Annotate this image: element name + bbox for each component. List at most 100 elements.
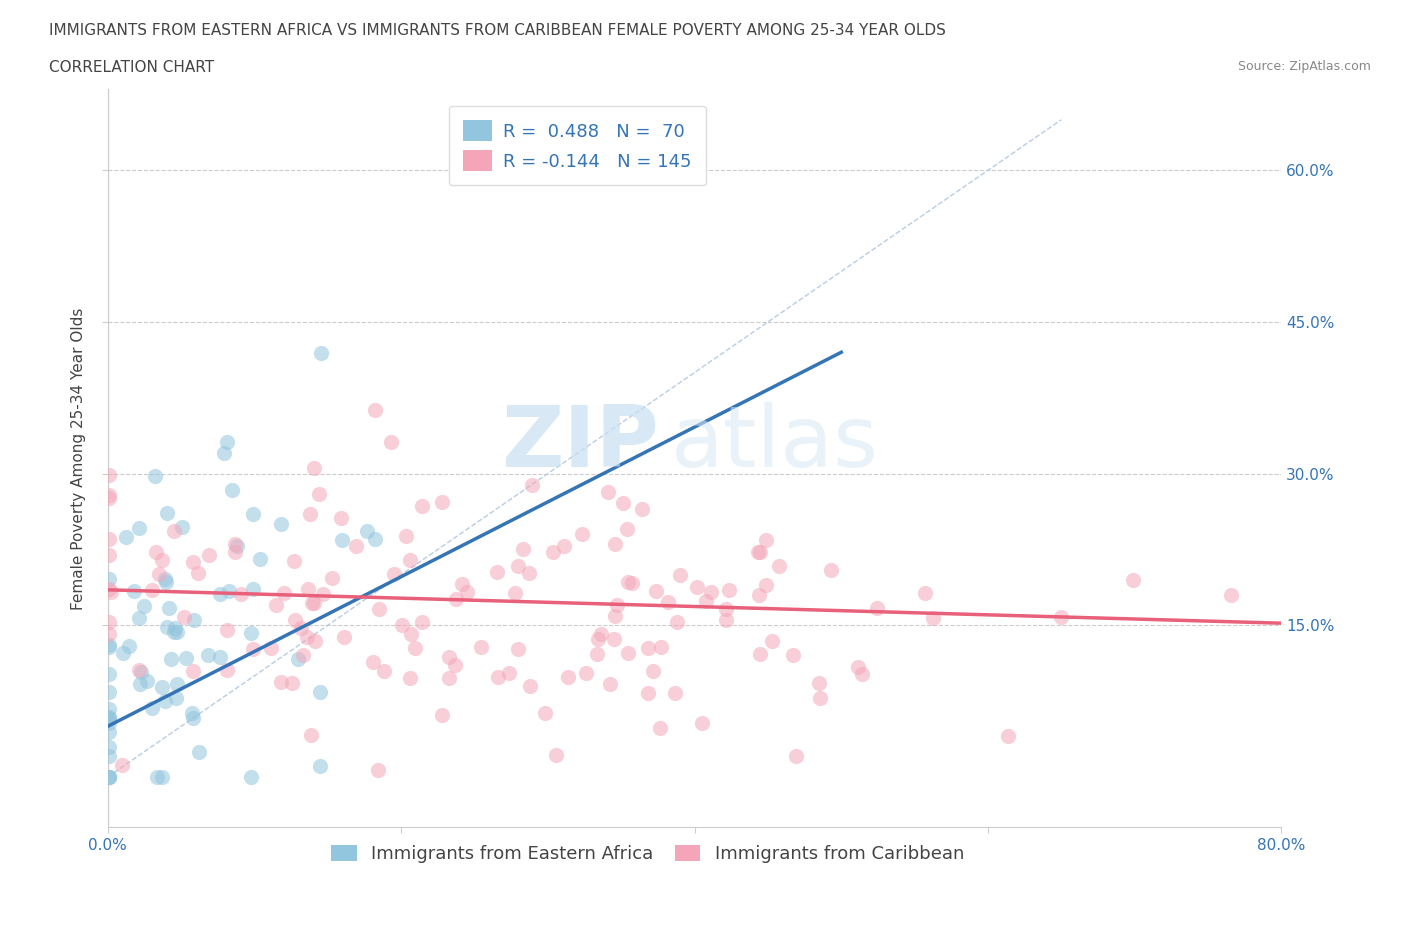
Point <box>218 583 240 598</box>
Point <box>755 533 778 548</box>
Point <box>411 615 433 630</box>
Point <box>98 711 121 726</box>
Point <box>224 544 246 559</box>
Point <box>620 576 643 591</box>
Point <box>299 727 322 742</box>
Text: Source: ZipAtlas.com: Source: ZipAtlas.com <box>1237 60 1371 73</box>
Point <box>301 595 323 610</box>
Point <box>128 663 150 678</box>
Point <box>309 759 332 774</box>
Point <box>98 571 121 586</box>
Point <box>755 578 778 592</box>
Point <box>586 647 609 662</box>
Point <box>98 769 121 784</box>
Point <box>373 663 395 678</box>
Point <box>616 522 638 537</box>
Point <box>173 609 195 624</box>
Text: IMMIGRANTS FROM EASTERN AFRICA VS IMMIGRANTS FROM CARIBBEAN FEMALE POVERTY AMONG: IMMIGRANTS FROM EASTERN AFRICA VS IMMIGR… <box>49 23 946 38</box>
Point <box>150 552 173 567</box>
Point <box>866 601 889 616</box>
Point <box>749 544 772 559</box>
Point <box>136 674 159 689</box>
Point <box>150 680 173 695</box>
Point <box>162 625 184 640</box>
Point <box>98 769 121 784</box>
Point <box>146 769 169 784</box>
Point <box>364 531 387 546</box>
Point <box>100 585 122 600</box>
Point <box>657 595 679 610</box>
Point <box>380 434 402 449</box>
Point <box>302 595 325 610</box>
Point <box>616 574 638 589</box>
Point <box>603 608 626 623</box>
Point <box>132 599 155 614</box>
Point <box>98 666 121 681</box>
Point <box>215 622 238 637</box>
Point <box>98 581 121 596</box>
Point <box>312 587 335 602</box>
Point <box>166 625 188 640</box>
Point <box>181 555 204 570</box>
Point <box>430 707 453 722</box>
Point <box>503 585 526 600</box>
Point <box>221 483 243 498</box>
Point <box>714 602 737 617</box>
Point <box>690 715 713 730</box>
Point <box>240 625 263 640</box>
Point <box>129 676 152 691</box>
Point <box>368 602 391 617</box>
Point <box>364 403 387 418</box>
Point <box>444 591 467 606</box>
Point <box>330 511 353 525</box>
Point <box>612 496 634 511</box>
Point <box>122 584 145 599</box>
Point <box>270 516 292 531</box>
Point <box>291 647 314 662</box>
Point <box>128 521 150 536</box>
Point <box>395 528 418 543</box>
Text: atlas: atlas <box>671 402 879 485</box>
Point <box>98 532 121 547</box>
Text: CORRELATION CHART: CORRELATION CHART <box>49 60 214 75</box>
Point <box>181 664 204 679</box>
Point <box>112 645 135 660</box>
Point <box>198 548 221 563</box>
Point <box>846 659 869 674</box>
Point <box>506 641 529 656</box>
Point <box>239 769 262 784</box>
Point <box>432 495 454 510</box>
Point <box>589 627 612 642</box>
Point <box>215 434 238 449</box>
Point <box>456 585 478 600</box>
Point <box>299 507 322 522</box>
Point <box>637 685 659 700</box>
Point <box>224 536 246 551</box>
Point <box>718 582 741 597</box>
Point <box>302 461 325 476</box>
Point <box>174 651 197 666</box>
Point <box>997 728 1019 743</box>
Point <box>700 584 723 599</box>
Point <box>356 524 378 538</box>
Point <box>598 485 620 499</box>
Point <box>330 532 353 547</box>
Point <box>118 638 141 653</box>
Point <box>197 648 219 663</box>
Point <box>451 577 474 591</box>
Point <box>534 706 557 721</box>
Point <box>768 559 790 574</box>
Point <box>231 587 253 602</box>
Point <box>506 559 529 574</box>
Point <box>98 710 121 724</box>
Point <box>586 631 609 646</box>
Point <box>486 670 509 684</box>
Point <box>98 490 121 505</box>
Point <box>153 572 176 587</box>
Point <box>398 552 420 567</box>
Point <box>645 584 668 599</box>
Point <box>308 486 330 501</box>
Point <box>183 613 205 628</box>
Point <box>157 601 180 616</box>
Point <box>603 537 626 551</box>
